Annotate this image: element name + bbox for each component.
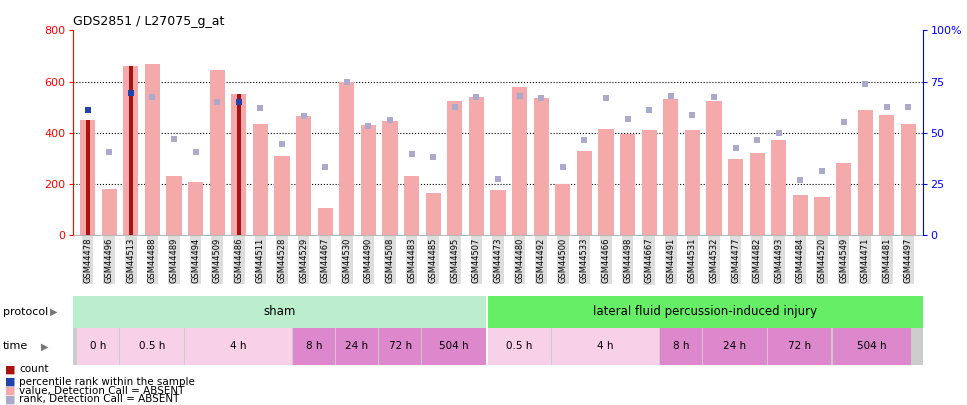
Bar: [642, 130, 657, 235]
Text: 8 h: 8 h: [306, 341, 322, 351]
Bar: [80, 120, 95, 235]
Bar: [685, 130, 700, 235]
Bar: [707, 101, 721, 235]
Text: 0.5 h: 0.5 h: [138, 341, 165, 351]
Text: sham: sham: [264, 305, 296, 318]
Bar: [513, 87, 527, 235]
Bar: [166, 176, 182, 235]
Bar: [296, 116, 311, 235]
Text: rank, Detection Call = ABSENT: rank, Detection Call = ABSENT: [19, 394, 180, 404]
Bar: [487, 296, 923, 328]
Text: ▶: ▶: [41, 341, 48, 351]
Bar: [901, 124, 916, 235]
Bar: [469, 97, 484, 235]
Bar: [534, 98, 548, 235]
Bar: [76, 328, 119, 364]
Bar: [379, 328, 421, 364]
Text: ■: ■: [5, 364, 15, 374]
Text: GDS2851 / L27075_g_at: GDS2851 / L27075_g_at: [73, 15, 224, 28]
Bar: [123, 66, 138, 235]
Bar: [814, 196, 830, 235]
Text: 72 h: 72 h: [788, 341, 811, 351]
Bar: [293, 328, 335, 364]
Bar: [663, 99, 678, 235]
Bar: [577, 151, 592, 235]
Bar: [231, 94, 247, 235]
Bar: [73, 296, 487, 328]
Text: 24 h: 24 h: [345, 341, 368, 351]
Bar: [793, 195, 808, 235]
Bar: [552, 328, 659, 364]
Text: 72 h: 72 h: [389, 341, 412, 351]
Text: 4 h: 4 h: [230, 341, 247, 351]
Text: percentile rank within the sample: percentile rank within the sample: [19, 377, 195, 387]
Bar: [833, 328, 911, 364]
Bar: [879, 115, 894, 235]
Bar: [487, 328, 550, 364]
Bar: [86, 120, 90, 235]
Bar: [425, 193, 441, 235]
Text: 8 h: 8 h: [673, 341, 689, 351]
Bar: [275, 156, 289, 235]
Text: time: time: [3, 341, 28, 351]
Bar: [318, 208, 333, 235]
Bar: [749, 153, 765, 235]
Bar: [836, 163, 851, 235]
Bar: [185, 328, 291, 364]
Text: lateral fluid percussion-induced injury: lateral fluid percussion-induced injury: [594, 305, 817, 318]
Text: 0.5 h: 0.5 h: [506, 341, 532, 351]
Text: ■: ■: [5, 386, 15, 396]
Bar: [361, 125, 376, 235]
Bar: [120, 328, 184, 364]
Bar: [423, 328, 485, 364]
Text: 504 h: 504 h: [439, 341, 469, 351]
Bar: [728, 160, 744, 235]
Bar: [660, 328, 702, 364]
Text: count: count: [19, 364, 49, 374]
Bar: [620, 134, 635, 235]
Bar: [858, 110, 873, 235]
Bar: [102, 189, 117, 235]
Bar: [336, 328, 378, 364]
Bar: [772, 140, 786, 235]
Bar: [383, 121, 397, 235]
Text: 4 h: 4 h: [597, 341, 614, 351]
Text: 0 h: 0 h: [90, 341, 106, 351]
Bar: [703, 328, 767, 364]
Text: ■: ■: [5, 394, 15, 404]
Bar: [490, 190, 506, 235]
Text: ▶: ▶: [50, 307, 58, 317]
Text: protocol: protocol: [3, 307, 48, 317]
Text: value, Detection Call = ABSENT: value, Detection Call = ABSENT: [19, 386, 185, 396]
Bar: [555, 184, 571, 235]
Bar: [129, 66, 132, 235]
Bar: [145, 64, 160, 235]
Bar: [599, 129, 613, 235]
Bar: [448, 101, 462, 235]
Bar: [252, 124, 268, 235]
Bar: [404, 176, 419, 235]
Text: ■: ■: [5, 377, 15, 387]
Bar: [768, 328, 832, 364]
Text: 24 h: 24 h: [723, 341, 747, 351]
Bar: [339, 81, 354, 235]
Bar: [210, 70, 224, 235]
Bar: [237, 94, 241, 235]
Bar: [188, 183, 203, 235]
Text: 504 h: 504 h: [857, 341, 887, 351]
